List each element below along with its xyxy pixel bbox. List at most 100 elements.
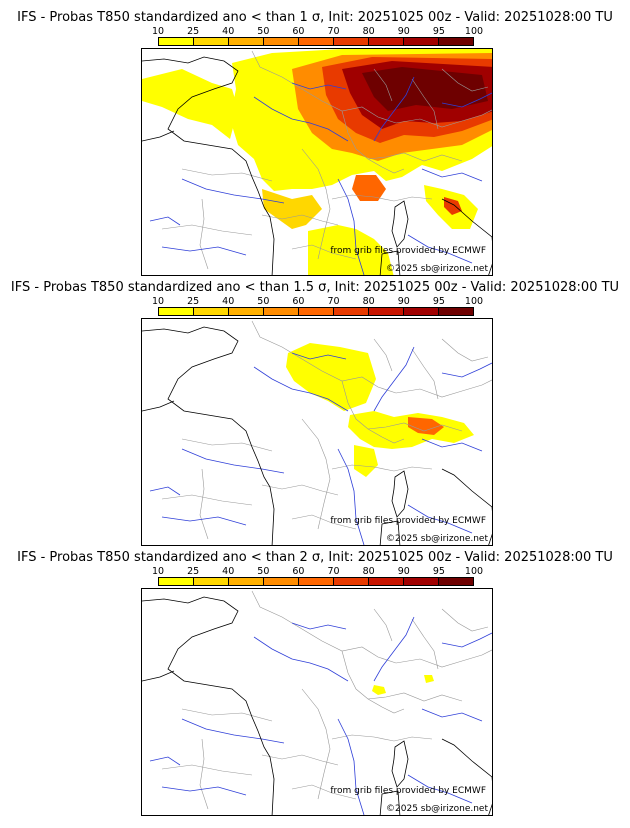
admin-border: [291, 514, 357, 530]
river: [161, 786, 247, 796]
coastline: [142, 670, 175, 682]
river: [161, 246, 247, 256]
river: [149, 486, 181, 496]
colorbar-tick-label: 25: [187, 296, 200, 307]
source-credit: from grib files provided by ECMWF: [330, 246, 486, 256]
river: [253, 636, 349, 682]
coastline: [142, 56, 275, 275]
copyright-credit: ©2025 sb@irizone.net: [386, 534, 488, 544]
river: [373, 346, 415, 412]
admin-border: [181, 708, 273, 722]
river: [441, 362, 492, 378]
river: [441, 92, 492, 108]
river: [407, 234, 473, 264]
probability-overlay: [142, 49, 492, 275]
map-panel-2: from grib files provided by ECMWF ©2025 s…: [141, 318, 493, 546]
panel-title: IFS - Probas T850 standardized ano < tha…: [17, 10, 613, 25]
colorbar-tick-label: 100: [464, 296, 484, 307]
colorbar-tick-label: 40: [222, 296, 235, 307]
colorbar-tick-label: 50: [257, 26, 270, 37]
admin-border: [301, 148, 331, 260]
river: [421, 438, 483, 452]
corsica-coast: [391, 200, 409, 248]
admin-border: [411, 618, 439, 670]
colorbar-segment: [404, 578, 439, 585]
colorbar-tick-label: 50: [257, 566, 270, 577]
river: [407, 504, 473, 534]
admin-border: [181, 438, 273, 452]
admin-border: [441, 608, 489, 632]
river: [337, 178, 365, 275]
colorbar-segment: [404, 308, 439, 315]
colorbar-segment: [264, 38, 299, 45]
colorbar-tick-label: 100: [464, 566, 484, 577]
colorbar-tick-label: 60: [292, 26, 305, 37]
river: [373, 616, 415, 682]
colorbar-tick-label: 90: [397, 296, 410, 307]
colorbar-segment: [369, 578, 404, 585]
colorbar: [158, 307, 474, 316]
colorbar-segment: [264, 578, 299, 585]
colorbar-ticks: 10 25 40 50 60 70 80 90 95 100: [152, 26, 483, 37]
colorbar-segment: [264, 308, 299, 315]
panel-1: IFS - Probas T850 standardized ano < tha…: [0, 8, 630, 284]
colorbar-segment: [194, 578, 229, 585]
coastline: [441, 198, 492, 275]
admin-border: [441, 68, 489, 92]
coastline: [142, 400, 175, 412]
admin-border: [251, 590, 397, 664]
river: [291, 352, 347, 360]
admin-border: [301, 418, 331, 530]
colorbar-tick-label: 40: [222, 26, 235, 37]
admin-border: [251, 50, 397, 124]
panel-3: IFS - Probas T850 standardized ano < tha…: [0, 548, 630, 824]
admin-border: [411, 78, 439, 130]
admin-border: [367, 152, 463, 162]
admin-border: [373, 68, 393, 102]
admin-border: [291, 244, 357, 260]
river: [181, 718, 285, 744]
copyright-credit: ©2025 sb@irizone.net: [386, 264, 488, 274]
colorbar: [158, 37, 474, 46]
colorbar-segment: [159, 38, 194, 45]
admin-border: [331, 194, 433, 202]
colorbar-tick-label: 100: [464, 26, 484, 37]
source-credit: from grib files provided by ECMWF: [330, 786, 486, 796]
colorbar-segment: [194, 38, 229, 45]
corsica-coast: [391, 740, 409, 788]
river: [373, 76, 415, 142]
sardinia-coast: [379, 250, 401, 275]
colorbar-tick-label: 50: [257, 296, 270, 307]
admin-border: [301, 688, 331, 800]
colorbar-tick-label: 80: [362, 296, 375, 307]
admin-border: [261, 214, 339, 226]
colorbar-tick-label: 95: [432, 296, 445, 307]
colorbar-ticks: 10 25 40 50 60 70 80 90 95 100: [152, 296, 483, 307]
coastline: [441, 738, 492, 815]
colorbar-segment: [229, 38, 264, 45]
river: [337, 718, 365, 815]
colorbar-tick-label: 25: [187, 566, 200, 577]
colorbar-segment: [334, 38, 369, 45]
colorbar-tick-label: 70: [327, 566, 340, 577]
coastline: [142, 596, 275, 815]
admin-border: [261, 754, 339, 766]
panel-title: IFS - Probas T850 standardized ano < tha…: [10, 280, 620, 295]
coastline: [441, 468, 492, 545]
colorbar-tick-label: 10: [151, 296, 165, 307]
colorbar-segment: [369, 308, 404, 315]
river: [337, 448, 365, 545]
admin-border: [395, 379, 492, 398]
admin-border: [373, 338, 393, 372]
colorbar-segment: [299, 308, 334, 315]
admin-border: [441, 338, 489, 362]
colorbar-tick-label: 80: [362, 566, 375, 577]
copyright-credit: ©2025 sb@irizone.net: [386, 804, 488, 814]
colorbar-segment: [159, 578, 194, 585]
admin-border: [199, 468, 209, 540]
coastline: [142, 130, 175, 142]
colorbar-tick-label: 25: [187, 26, 200, 37]
admin-border: [181, 168, 273, 182]
colorbar-segment: [439, 308, 473, 315]
colorbar-segment: [299, 578, 334, 585]
